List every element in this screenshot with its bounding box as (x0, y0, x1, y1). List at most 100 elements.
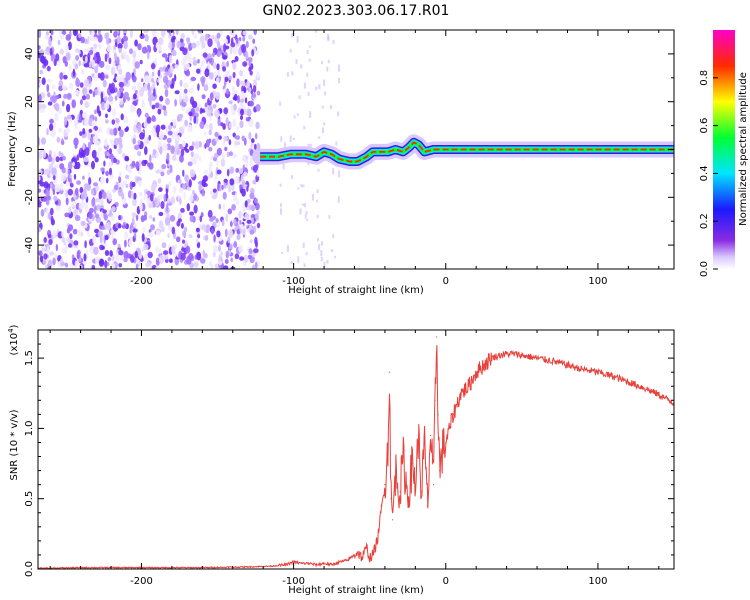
noise-speck (110, 66, 116, 76)
snr-point (391, 519, 394, 521)
noise-speck (64, 189, 69, 198)
noise-speck (105, 64, 111, 71)
faint-speck (304, 214, 307, 219)
noise-speck (223, 38, 228, 45)
noise-speck (242, 30, 247, 36)
noise-speck (113, 184, 119, 191)
noise-speck (178, 179, 182, 184)
snr-scale-exp: 4 (7, 328, 15, 333)
noise-speck (49, 207, 54, 216)
noise-speck (216, 63, 220, 71)
noise-speck (222, 88, 227, 94)
noise-speck (224, 76, 229, 83)
noise-speck (154, 102, 160, 109)
noise-speck (141, 247, 145, 253)
x-tick-label: 0 (443, 576, 449, 587)
noise-speck (157, 194, 164, 200)
noise-speck (240, 223, 244, 230)
noise-speck (67, 169, 71, 177)
noise-speck (50, 54, 54, 62)
noise-speck (39, 69, 43, 75)
noise-speck (162, 143, 168, 152)
snr-point (506, 353, 508, 355)
noise-speck (179, 79, 183, 87)
noise-speck (199, 215, 203, 223)
noise-speck (127, 190, 132, 199)
noise-speck (162, 105, 167, 111)
faint-speck (316, 214, 319, 219)
noise-speck (92, 36, 98, 42)
faint-speck (295, 59, 298, 65)
noise-speck (146, 50, 150, 60)
noise-speck (248, 248, 253, 255)
noise-speck (183, 226, 188, 233)
noise-speck (168, 181, 172, 187)
noise-speck (245, 41, 249, 48)
noise-speck (239, 184, 243, 190)
noise-speck (141, 233, 145, 242)
colorbar-ticks: 0.0 0.2 0.4 0.6 0.8 (699, 70, 718, 277)
noise-speck (254, 132, 258, 140)
noise-speck (248, 131, 252, 140)
noise-speck (253, 164, 258, 173)
noise-speck (121, 224, 127, 229)
noise-speck (60, 173, 67, 182)
noise-speck (189, 215, 194, 223)
faint-speck (318, 84, 321, 90)
noise-speck (110, 215, 115, 221)
colorbar-tick-label: 0.4 (699, 165, 710, 181)
noise-speck (124, 54, 130, 60)
noise-speck (73, 137, 79, 146)
noise-speck (167, 69, 171, 76)
noise-speck (91, 160, 95, 170)
noise-speck (170, 145, 175, 154)
noise-speck (137, 180, 142, 187)
noise-speck (244, 212, 250, 221)
noise-speck (247, 34, 253, 40)
noise-speck (252, 85, 257, 93)
noise-speck (176, 135, 181, 142)
noise-speck (248, 66, 252, 72)
noise-speck (58, 85, 63, 92)
noise-speck (175, 30, 179, 36)
noise-speck (95, 213, 100, 219)
noise-speck (155, 257, 160, 266)
faint-speck (291, 32, 294, 38)
noise-speck (225, 213, 229, 223)
noise-speck (104, 250, 110, 256)
noise-speck (166, 152, 170, 161)
noise-speck (158, 220, 164, 229)
noise-speck (115, 76, 119, 81)
noise-speck (54, 252, 58, 260)
noise-speck (168, 54, 173, 64)
noise-speck (189, 211, 195, 216)
noise-speck (171, 42, 176, 49)
x-tick-label: -100 (282, 276, 305, 287)
noise-speck (114, 123, 120, 129)
noise-speck (97, 230, 103, 238)
noise-speck (249, 239, 253, 244)
noise-speck (212, 244, 219, 253)
noise-speck (145, 262, 151, 268)
noise-speck (203, 131, 207, 136)
noise-speck (53, 195, 58, 202)
noise-speck (137, 81, 142, 91)
signal-track (252, 134, 674, 170)
y-tick-label: -40 (24, 237, 35, 253)
faint-speck (309, 143, 312, 148)
noise-speck (61, 231, 64, 238)
noise-speck (96, 150, 100, 158)
faint-speck (337, 111, 340, 117)
noise-speck (213, 234, 216, 243)
noise-speck (217, 182, 220, 192)
noise-speck (65, 167, 69, 175)
noise-speck (123, 115, 129, 124)
noise-speck (180, 222, 184, 229)
faint-speck (299, 208, 302, 215)
figure-title: GN02.2023.303.06.17.R01 (263, 3, 450, 19)
noise-speck (39, 108, 45, 114)
noise-speck (163, 84, 168, 90)
noise-speck (66, 103, 71, 113)
noise-speck (158, 248, 162, 255)
noise-speck (92, 91, 96, 98)
